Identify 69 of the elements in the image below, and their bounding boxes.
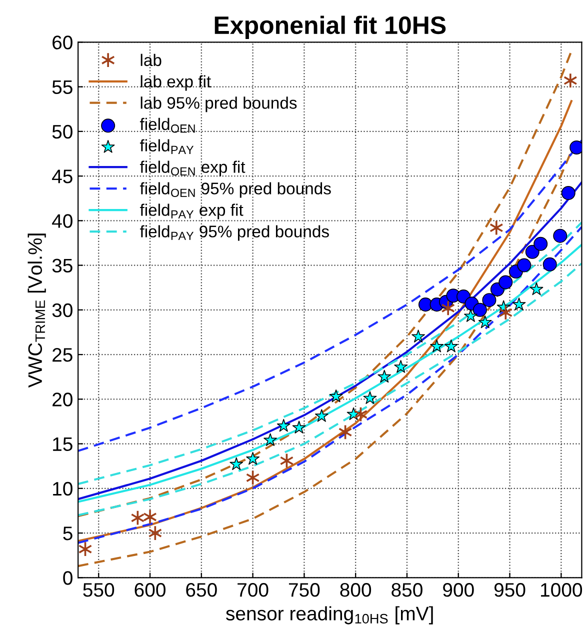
line-series [78,139,582,452]
y-tick-label: 60 [52,36,72,50]
line-series [78,181,582,500]
point [230,457,244,470]
point [489,220,504,236]
point [418,298,432,312]
y-tick-label: 40 [52,214,72,228]
point [472,302,487,317]
x-tick-label: 1000 [541,583,582,597]
x-tick-label: 650 [186,583,217,597]
point [553,228,568,243]
point [314,409,328,422]
legend-label: lab exp fit [140,75,211,91]
point [329,389,343,402]
legend-label: field$_{OEN}$ exp fit [140,160,246,176]
point [534,236,548,251]
x-tick-label: 850 [392,583,422,597]
point [498,275,513,290]
point [394,360,408,373]
point [542,257,557,272]
point [464,309,478,322]
point [363,391,377,404]
point [561,186,576,200]
y-tick-label: 25 [52,348,72,362]
point [482,293,496,308]
legend-label: lab [140,54,162,66]
legend-label: lab 95% pred bounds [140,96,297,112]
point [276,418,290,432]
chart-title: Exponenial fit 10HS [214,16,446,40]
line-series [78,50,572,518]
legend-label: field$_{PAY}$ 95% pred bounds [140,225,329,241]
y-tick-label: 5 [63,526,72,540]
point [264,433,277,446]
point [378,370,392,383]
point [444,340,458,352]
x-tick-label: 750 [288,583,320,597]
point [525,244,540,259]
x-tick-label: 550 [83,583,114,597]
y-axis-title: VWC$_{TRIME}$ [Vol.%] [28,234,46,388]
y-tick-label: 55 [52,80,72,94]
y-tick-label: 50 [52,124,72,139]
x-tick-label: 800 [340,583,372,597]
x-axis-title: sensor reading$_{10HS}$ [mV] [226,606,433,624]
y-tick-label: 35 [52,258,72,273]
x-tick-label: 950 [494,583,526,597]
y-tick-label: 10 [53,482,72,496]
legend-label: field$_{PAY}$ [140,139,194,154]
y-tick-label: 15 [53,437,72,452]
x-tick-label: 700 [238,583,268,597]
point [143,509,157,525]
point [512,298,526,310]
y-tick-label: 20 [52,392,72,406]
legend-label: field$_{OEN}$ [140,118,195,133]
point [517,258,532,272]
x-tick-label: 600 [134,583,166,597]
point [430,340,444,352]
point [246,452,260,465]
point [478,315,492,328]
point [530,282,544,296]
y-tick-label: 30 [52,303,72,318]
y-tick-label: 0 [63,571,72,585]
legend-label: field$_{PAY}$ exp fit [140,204,244,220]
point [563,72,578,88]
legend-label: field$_{OEN}$ 95% pred bounds [140,182,331,198]
point [441,300,456,316]
y-tick-label: 45 [52,170,72,184]
x-tick-label: 900 [443,583,474,597]
point [412,330,425,342]
point [292,420,306,434]
